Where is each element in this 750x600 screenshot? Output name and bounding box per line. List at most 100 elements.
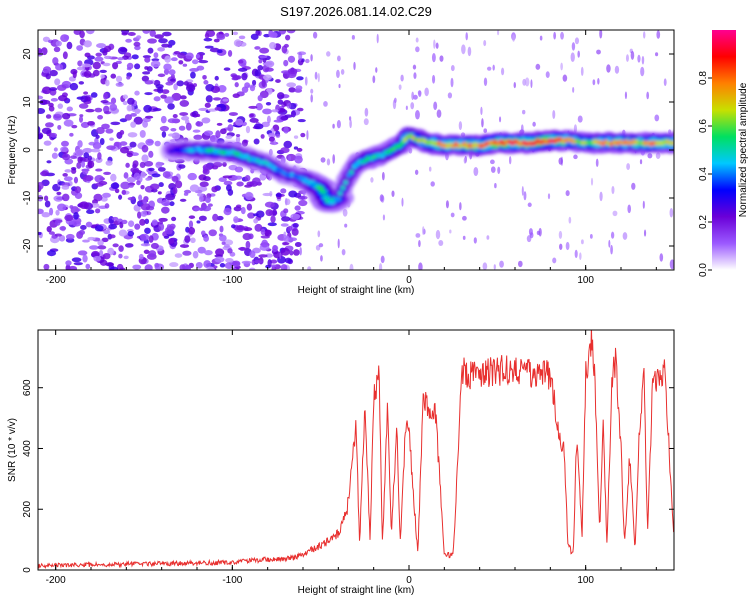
noise-blob <box>490 159 495 165</box>
noise-blob <box>152 108 162 112</box>
noise-blob <box>517 260 523 268</box>
noise-blob <box>123 255 129 260</box>
noise-blob <box>513 82 516 89</box>
noise-blob <box>255 102 263 111</box>
noise-blob <box>669 259 674 270</box>
noise-blob <box>154 140 161 147</box>
noise-blob <box>570 52 575 63</box>
noise-blob <box>257 94 263 102</box>
noise-blob <box>179 198 187 202</box>
noise-blob <box>138 253 144 260</box>
noise-blob <box>173 51 181 55</box>
noise-blob <box>282 241 290 246</box>
noise-blob <box>375 67 378 73</box>
noise-blob <box>235 133 241 138</box>
noise-blob <box>312 31 318 39</box>
noise-blob <box>293 249 300 256</box>
noise-blob <box>61 153 71 161</box>
noise-blob <box>134 90 140 96</box>
noise-blob <box>110 73 117 79</box>
snr-y-label: SNR (10 * v/v) <box>7 418 18 482</box>
noise-blob <box>418 239 421 248</box>
noise-blob <box>119 118 128 123</box>
noise-blob <box>298 51 303 62</box>
noise-blob <box>42 66 52 74</box>
noise-blob <box>412 64 417 70</box>
colorbar-ticks: 0.0 0.2 0.4 0.6 0.8 <box>698 71 712 277</box>
noise-blob <box>63 176 73 182</box>
noise-blob <box>127 32 136 36</box>
noise-blob <box>118 245 124 252</box>
noise-blob <box>82 239 90 243</box>
noise-blob <box>338 83 341 89</box>
noise-blob <box>493 264 496 270</box>
noise-blob <box>285 34 291 41</box>
colorbar-tick-label: 0.2 <box>698 215 709 229</box>
noise-blob <box>58 234 66 242</box>
noise-blob <box>659 253 664 262</box>
noise-blob <box>363 118 369 126</box>
noise-blob <box>100 100 109 104</box>
noise-blob <box>235 118 244 126</box>
noise-blob <box>225 184 232 192</box>
noise-blob <box>508 156 512 165</box>
noise-blob <box>304 76 308 86</box>
noise-blob <box>126 176 136 183</box>
noise-blob <box>558 230 563 239</box>
noise-blob <box>462 235 466 240</box>
noise-blob <box>104 111 112 115</box>
noise-blob <box>494 183 497 189</box>
noise-blob <box>637 54 641 63</box>
noise-blob <box>54 233 62 237</box>
noise-blob <box>248 233 254 240</box>
noise-blob <box>71 124 78 129</box>
snr-frame <box>37 329 675 571</box>
noise-blob <box>182 250 192 256</box>
noise-blob <box>298 199 308 207</box>
noise-blob <box>90 148 101 153</box>
noise-blob <box>167 118 178 124</box>
noise-blob <box>255 30 261 36</box>
noise-blob <box>523 191 527 201</box>
noise-blob <box>272 209 277 216</box>
noise-blob <box>195 121 204 127</box>
noise-blob <box>254 223 263 232</box>
colorbar-gradient <box>712 30 736 270</box>
noise-blob <box>398 84 402 90</box>
noise-blob <box>262 74 273 81</box>
noise-blob <box>141 75 150 82</box>
noise-blob <box>101 237 109 243</box>
noise-blob <box>203 235 210 242</box>
noise-blob <box>310 54 313 62</box>
noise-blob <box>158 38 168 44</box>
x-tick-label: -100 <box>222 575 242 586</box>
noise-blob <box>422 226 425 236</box>
noise-blob <box>144 80 154 85</box>
noise-blob <box>228 112 239 116</box>
noise-blob <box>195 261 203 269</box>
noise-blob <box>262 108 272 115</box>
noise-blob <box>202 168 210 175</box>
noise-blob <box>254 46 261 50</box>
noise-blob <box>234 82 239 88</box>
noise-blob <box>223 67 231 71</box>
noise-blob <box>270 259 278 264</box>
noise-blob <box>101 123 110 130</box>
noise-blob <box>80 224 87 230</box>
noise-blob <box>155 161 163 169</box>
noise-blob <box>573 154 578 160</box>
noise-blob <box>53 113 63 121</box>
noise-blob <box>162 31 172 37</box>
noise-blob <box>417 90 422 96</box>
noise-blob <box>38 47 43 54</box>
noise-blob <box>185 122 192 131</box>
noise-blob <box>110 182 120 190</box>
noise-blob <box>293 146 299 150</box>
noise-blob <box>253 138 260 145</box>
noise-blob <box>433 101 438 111</box>
noise-blob <box>205 95 213 103</box>
noise-blob <box>57 124 62 130</box>
noise-blob <box>193 134 203 140</box>
noise-blob <box>117 57 124 61</box>
noise-blob <box>52 57 59 65</box>
